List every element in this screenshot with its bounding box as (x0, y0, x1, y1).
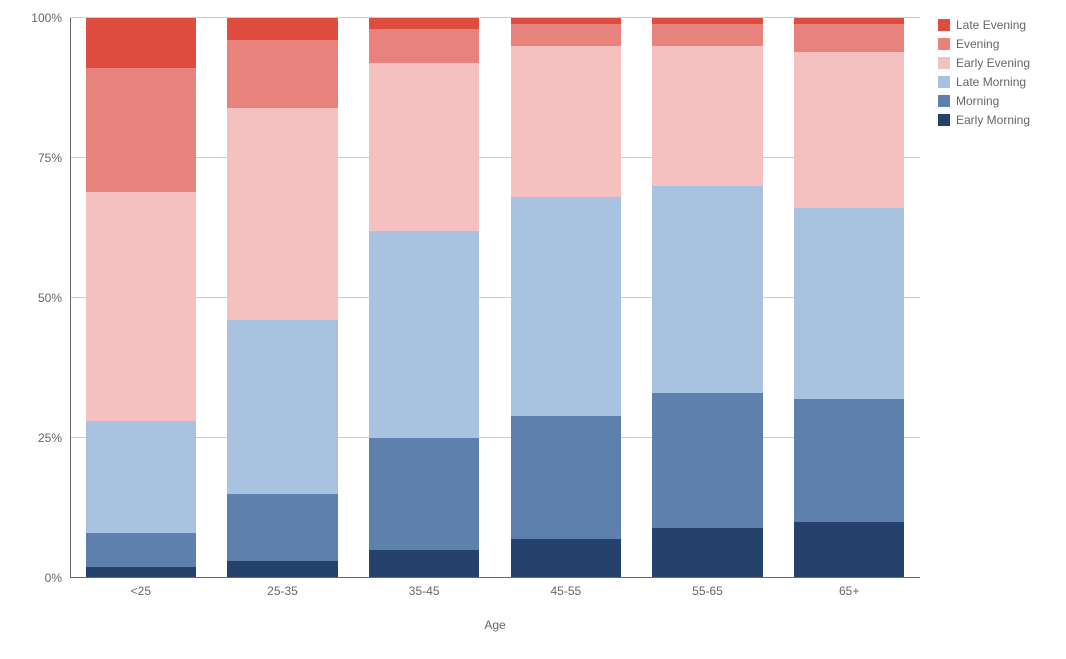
legend-item: Early Evening (938, 56, 1030, 70)
bar-segment (369, 438, 480, 550)
bar-segment (86, 533, 197, 567)
bar-segment (652, 46, 763, 186)
legend-label: Morning (956, 94, 999, 108)
bar-segment (227, 40, 338, 107)
y-tick-label: 75% (38, 151, 70, 165)
bar-segment (86, 421, 197, 533)
legend-item: Evening (938, 37, 1030, 51)
bar-segment (652, 24, 763, 46)
bar-segment (86, 192, 197, 422)
stacked-bar-chart: <25 25-35 35-45 45-55 55-65 65+ Age 0% 25% 50% 7… (0, 0, 1066, 659)
bar-segment (794, 522, 905, 578)
bar-segment (227, 561, 338, 578)
bar (86, 18, 197, 578)
legend-label: Early Morning (956, 113, 1030, 127)
legend-item: Early Morning (938, 113, 1030, 127)
bar-segment (369, 29, 480, 63)
bar-segment (227, 320, 338, 494)
legend-swatch (938, 95, 950, 107)
bar-segment (86, 18, 197, 68)
bar-slot (495, 18, 637, 578)
bar-segment (511, 539, 622, 578)
bar-segment (511, 46, 622, 197)
bar-segment (511, 24, 622, 46)
bar-segment (227, 494, 338, 561)
bar-segment (369, 18, 480, 29)
bar-segment (86, 68, 197, 191)
legend-item: Late Evening (938, 18, 1030, 32)
y-tick-label: 0% (45, 571, 70, 585)
bar-segment (794, 208, 905, 398)
plot-area: <2525-3535-4545-5555-6565+ Age 0%25%50%7… (70, 18, 920, 578)
legend-label: Late Evening (956, 18, 1026, 32)
bar (652, 18, 763, 578)
y-tick-label: 25% (38, 431, 70, 445)
bars-container (70, 18, 920, 578)
legend-swatch (938, 76, 950, 88)
bar-segment (794, 399, 905, 522)
bar-segment (227, 108, 338, 321)
legend-label: Evening (956, 37, 999, 51)
bar-slot (778, 18, 920, 578)
x-axis-line (70, 577, 920, 578)
x-tick-label: 25-35 (267, 578, 298, 598)
bar-segment (794, 52, 905, 209)
bar (227, 18, 338, 578)
legend-swatch (938, 38, 950, 50)
x-tick-label: 65+ (839, 578, 859, 598)
bar-slot (637, 18, 779, 578)
bar (794, 18, 905, 578)
bar (369, 18, 480, 578)
legend-swatch (938, 19, 950, 31)
bar-slot (70, 18, 212, 578)
bar (511, 18, 622, 578)
x-tick-label: <25 (131, 578, 151, 598)
legend-label: Early Evening (956, 56, 1030, 70)
legend-item: Morning (938, 94, 1030, 108)
bar-slot (212, 18, 354, 578)
y-tick-label: 100% (31, 11, 70, 25)
x-tick-label: 45-55 (550, 578, 581, 598)
legend-swatch (938, 57, 950, 69)
bar-segment (511, 197, 622, 415)
legend-label: Late Morning (956, 75, 1026, 89)
bar-segment (369, 550, 480, 578)
bar-segment (369, 63, 480, 231)
bar-segment (652, 528, 763, 578)
y-axis-line (70, 18, 71, 578)
bar-segment (794, 24, 905, 52)
bar-slot (353, 18, 495, 578)
legend: Late Evening Evening Early Evening Late Mor… (938, 18, 1030, 127)
y-tick-label: 50% (38, 291, 70, 305)
bar-segment (227, 18, 338, 40)
bar-segment (652, 393, 763, 527)
x-tick-label: 55-65 (692, 578, 723, 598)
bar-segment (511, 416, 622, 539)
bar-segment (652, 186, 763, 393)
x-tick-label: 35-45 (409, 578, 440, 598)
legend-item: Late Morning (938, 75, 1030, 89)
x-axis-title: Age (484, 618, 505, 632)
legend-swatch (938, 114, 950, 126)
bar-segment (369, 231, 480, 438)
